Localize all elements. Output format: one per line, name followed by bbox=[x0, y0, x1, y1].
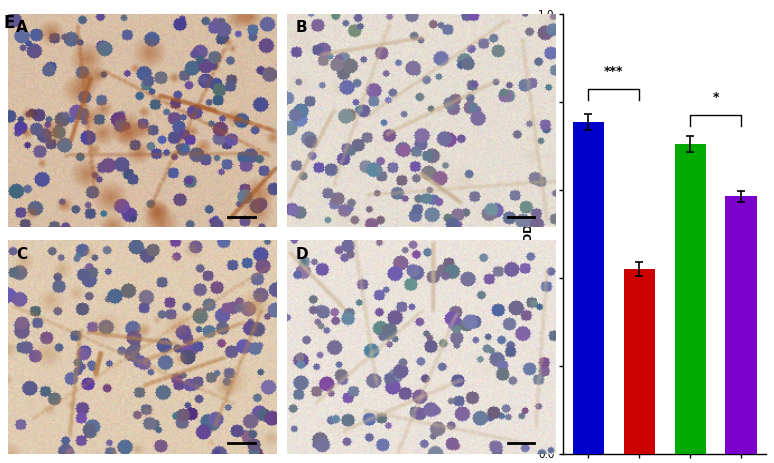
Text: ***: *** bbox=[604, 65, 624, 78]
Bar bbox=[573, 122, 604, 454]
Text: E: E bbox=[4, 14, 15, 32]
Bar bbox=[675, 144, 706, 454]
Bar bbox=[624, 269, 656, 454]
Text: D: D bbox=[296, 247, 308, 262]
Text: *: * bbox=[713, 91, 719, 104]
Text: B: B bbox=[296, 20, 307, 35]
Text: C: C bbox=[15, 247, 27, 262]
Bar bbox=[725, 196, 757, 454]
Text: A: A bbox=[15, 20, 28, 35]
Y-axis label: Mean OD of α4: Mean OD of α4 bbox=[524, 188, 534, 280]
